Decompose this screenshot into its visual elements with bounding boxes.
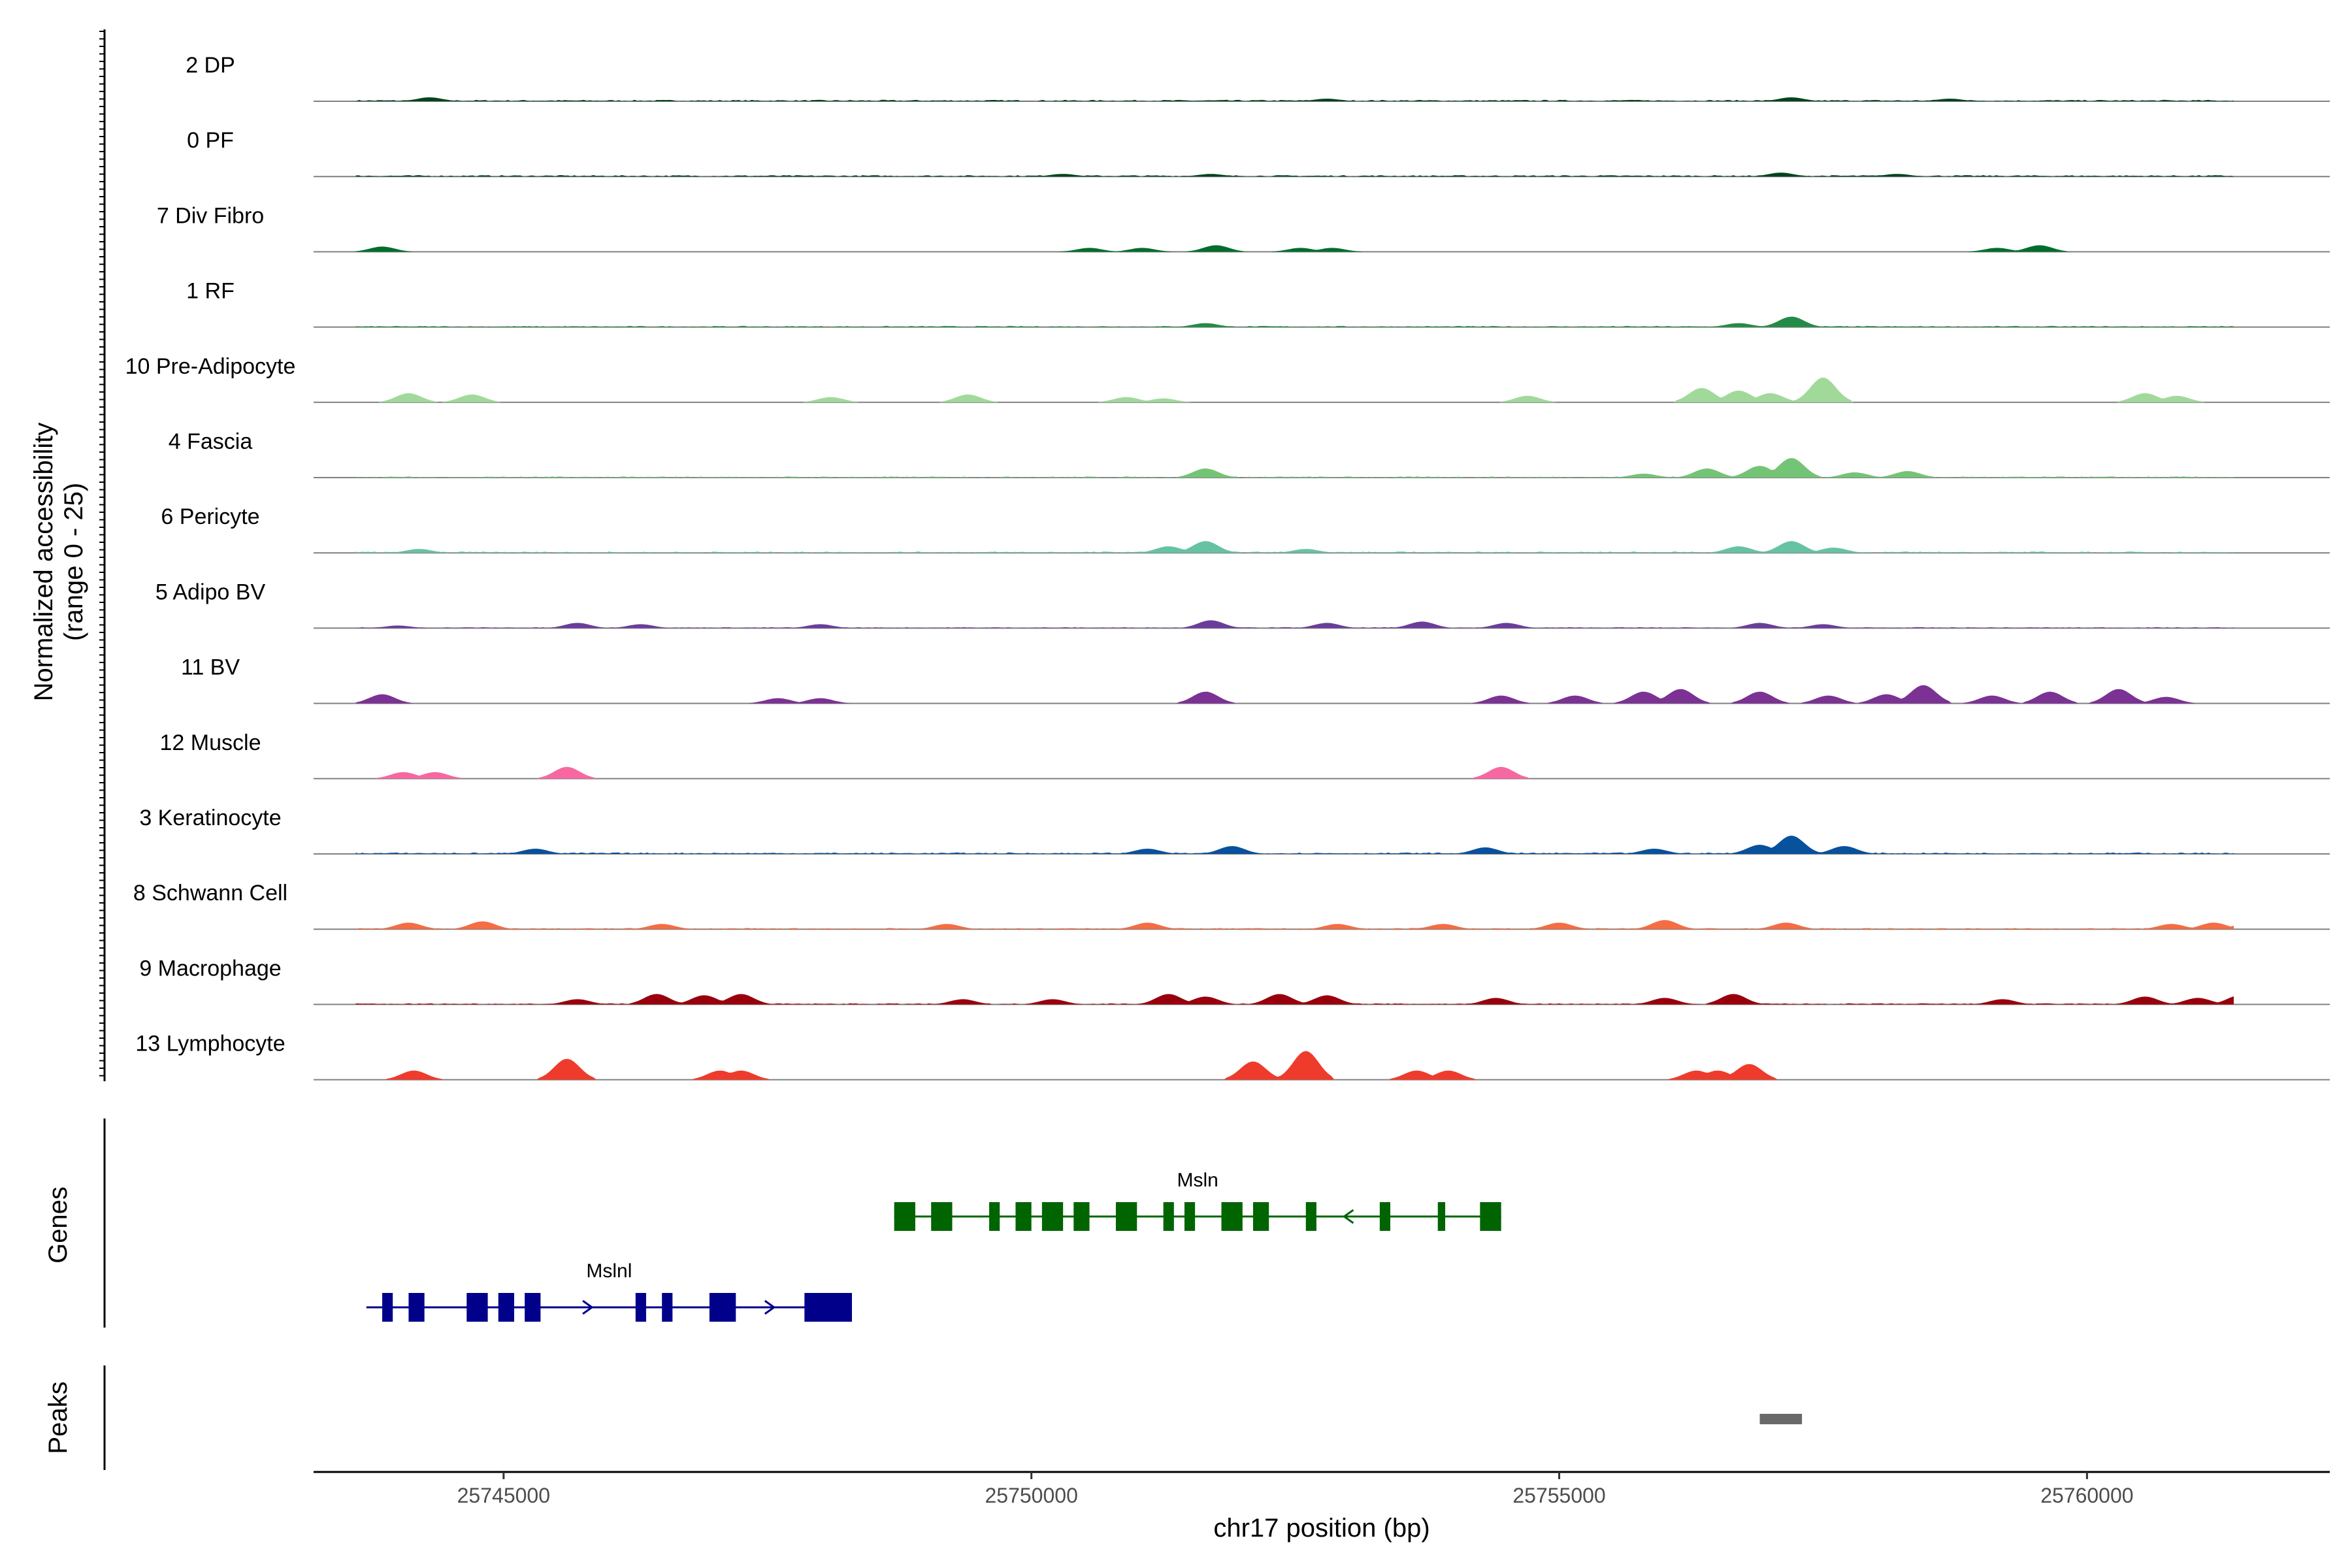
track-coverage-area [355, 458, 2234, 478]
track-coverage-area [355, 316, 2234, 327]
x-tick-label: 25750000 [985, 1484, 1077, 1507]
gene-exon [709, 1293, 736, 1322]
gene-exon [635, 1293, 646, 1322]
track-coverage-area [355, 97, 2234, 101]
track-label: 1 RF [186, 279, 235, 304]
x-tick-label: 25760000 [2040, 1484, 2133, 1507]
track-10-pre-adipocyte: 10 Pre-Adipocyte [125, 354, 2330, 403]
track-coverage-area [355, 920, 2234, 930]
accessibility-tracks: 2 DP 0 PF 7 Div Fibro 1 RF 10 Pre-Adipocyte 4… [125, 53, 2330, 1081]
track-3-keratinocyte: 3 Keratinocyte [139, 806, 2330, 855]
track-9-macrophage: 9 Macrophage [139, 956, 2330, 1005]
track-4-fascia: 4 Fascia [169, 429, 2330, 478]
gene-exon [498, 1293, 514, 1322]
strand-arrow [1342, 1209, 1354, 1224]
track-label: 0 PF [187, 128, 234, 153]
track-coverage-area [355, 620, 2234, 629]
track-7-div-fibro: 7 Div Fibro [157, 203, 2330, 253]
track-coverage-area [355, 685, 2234, 704]
track-13-lymphocyte: 13 Lymphocyte [135, 1032, 2330, 1081]
track-coverage-area [355, 766, 2234, 779]
peaks-panel-label: Peaks [44, 1381, 73, 1454]
track-coverage-area [355, 836, 2234, 854]
gene-exon [525, 1293, 541, 1322]
track-label: 10 Pre-Adipocyte [125, 354, 296, 379]
accessibility-y-axis [99, 29, 106, 1081]
x-tick-label: 25755000 [1512, 1484, 1605, 1507]
x-axis-ticks: 25745000 25750000 25755000 25760000 [457, 1472, 2134, 1507]
peaks-panel [1759, 1414, 1803, 1424]
gene-exon [804, 1293, 853, 1322]
gene-exon [1163, 1202, 1174, 1231]
gene-exon [382, 1293, 393, 1322]
gene-exon [931, 1202, 953, 1231]
gene-exon [1073, 1202, 1090, 1231]
gene-exon [466, 1293, 488, 1322]
strand-arrow [582, 1299, 594, 1315]
track-5-adipo-bv: 5 Adipo BV [155, 580, 2330, 629]
track-label: 13 Lymphocyte [135, 1032, 285, 1056]
track-2-dp: 2 DP [186, 53, 2330, 102]
x-axis-title: chr17 position (bp) [1213, 1514, 1429, 1543]
track-label: 4 Fascia [169, 429, 253, 454]
track-0-pf: 0 PF [187, 128, 2330, 178]
gene-mslnl: Mslnl [366, 1260, 853, 1322]
gene-exon [1437, 1202, 1446, 1231]
track-coverage-area [355, 377, 2234, 402]
track-coverage-area [355, 172, 2234, 177]
x-tick-label: 25745000 [457, 1484, 550, 1507]
track-12-muscle: 12 Muscle [160, 730, 2330, 779]
gene-exon [1184, 1202, 1196, 1231]
gene-exon [1041, 1202, 1064, 1231]
track-label: 12 Muscle [160, 730, 261, 755]
gene-msln: Msln [894, 1169, 1501, 1231]
track-coverage-area [355, 245, 2234, 252]
genes-panel-label: Genes [44, 1186, 73, 1264]
gene-label: Msln [1177, 1169, 1218, 1191]
gene-exon [1015, 1202, 1032, 1231]
track-label: 2 DP [186, 53, 235, 78]
track-8-schwann-cell: 8 Schwann Cell [133, 881, 2330, 930]
track-label: 6 Pericyte [161, 504, 259, 529]
gene-exon [662, 1293, 673, 1322]
peak-region [1759, 1414, 1803, 1424]
strand-arrow [764, 1299, 776, 1315]
track-label: 9 Macrophage [139, 956, 281, 981]
track-11-bv: 11 BV [181, 655, 2330, 704]
track-label: 5 Adipo BV [155, 580, 266, 604]
track-1-rf: 1 RF [186, 279, 2330, 328]
gene-exon [408, 1293, 425, 1322]
track-label: 8 Schwann Cell [133, 881, 287, 906]
track-coverage-area [355, 1051, 2234, 1080]
gene-exon [1221, 1202, 1243, 1231]
gene-exon [1115, 1202, 1137, 1231]
track-label: 7 Div Fibro [157, 203, 264, 228]
gene-exon [894, 1202, 915, 1231]
genes-panel: Msln Mslnl [366, 1169, 1501, 1322]
track-6-pericyte: 6 Pericyte [161, 504, 2330, 554]
track-label: 11 BV [181, 655, 240, 680]
gene-exon [1379, 1202, 1391, 1231]
gene-exon [989, 1202, 1000, 1231]
track-label: 3 Keratinocyte [139, 806, 281, 830]
gene-exon [1305, 1202, 1316, 1231]
y-axis-title: Normalized accessibility(range 0 - 25) [29, 423, 88, 702]
track-coverage-area [355, 541, 2234, 553]
track-coverage-area [355, 994, 2234, 1005]
gene-label: Mslnl [586, 1260, 632, 1282]
gene-exon [1480, 1202, 1501, 1231]
gene-exon [1252, 1202, 1269, 1231]
